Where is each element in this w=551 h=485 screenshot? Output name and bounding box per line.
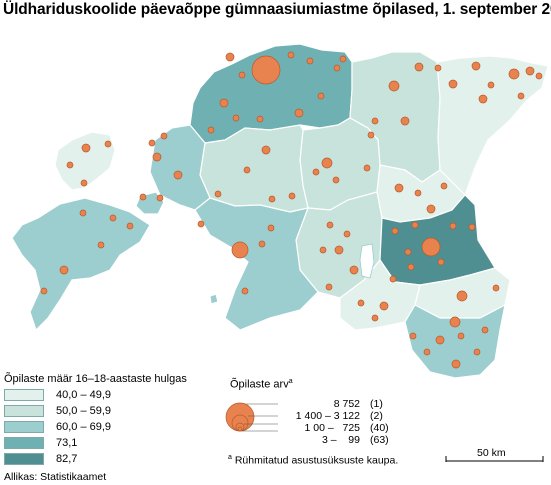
legend-label: 50,0 – 59,9 [56, 405, 112, 417]
bubble-legend-range: 1 400 – 3 122 [295, 410, 360, 422]
bubble-legend-count: (63) [370, 434, 389, 446]
legend-swatch [4, 437, 44, 449]
region-parnu[interactable] [194, 197, 319, 331]
legend-swatch [4, 389, 44, 401]
scale-bar [445, 456, 544, 462]
bubble-parnu [231, 241, 249, 259]
bubble-legend-count: (40) [370, 422, 389, 434]
region-kihnu[interactable] [209, 293, 219, 305]
map-title: Üldhariduskoolide päevaõppe gümnaasiumia… [3, 1, 551, 18]
bubble-layer [40, 51, 543, 369]
bubble-legend-range: 1 00 – 725 [304, 422, 360, 434]
bubble-tartu [421, 237, 441, 257]
bubble-legend-count: (1) [370, 398, 383, 410]
legend-label: 82,7 [56, 453, 78, 465]
lake-vortsjarv [359, 243, 375, 279]
lake-peipus [475, 165, 510, 262]
legend-title: Õpilaste määr 16–18-aastaste hulgas [4, 373, 187, 385]
bubble-legend-range: 3 – 99 [322, 434, 360, 446]
bubble-legend-count: (2) [370, 410, 383, 422]
region-saaremaa[interactable] [11, 197, 151, 332]
legend-swatch [4, 421, 44, 433]
legend-swatch [4, 405, 44, 417]
region-voru[interactable] [404, 303, 506, 379]
region-ida-viru[interactable] [436, 55, 549, 197]
legend-label: 40,0 – 49,9 [56, 389, 112, 401]
bubble-size-legend [225, 402, 278, 432]
region-hiiumaa[interactable] [54, 131, 116, 191]
bubble-legend-title: Õpilaste arva [230, 378, 293, 391]
bubble-tallinn [251, 55, 281, 85]
source-note: Allikas: Statistikaamet [4, 471, 107, 483]
scale-label: 50 km [477, 447, 506, 459]
footnote: a Rühmitatud asustusüksuste kaupa. [228, 454, 399, 467]
bubble-legend-range: 8 752 [333, 398, 360, 410]
legend-label: 60,0 – 69,9 [56, 421, 112, 433]
legend-label: 73,1 [56, 437, 78, 449]
legend-swatch [4, 453, 44, 465]
